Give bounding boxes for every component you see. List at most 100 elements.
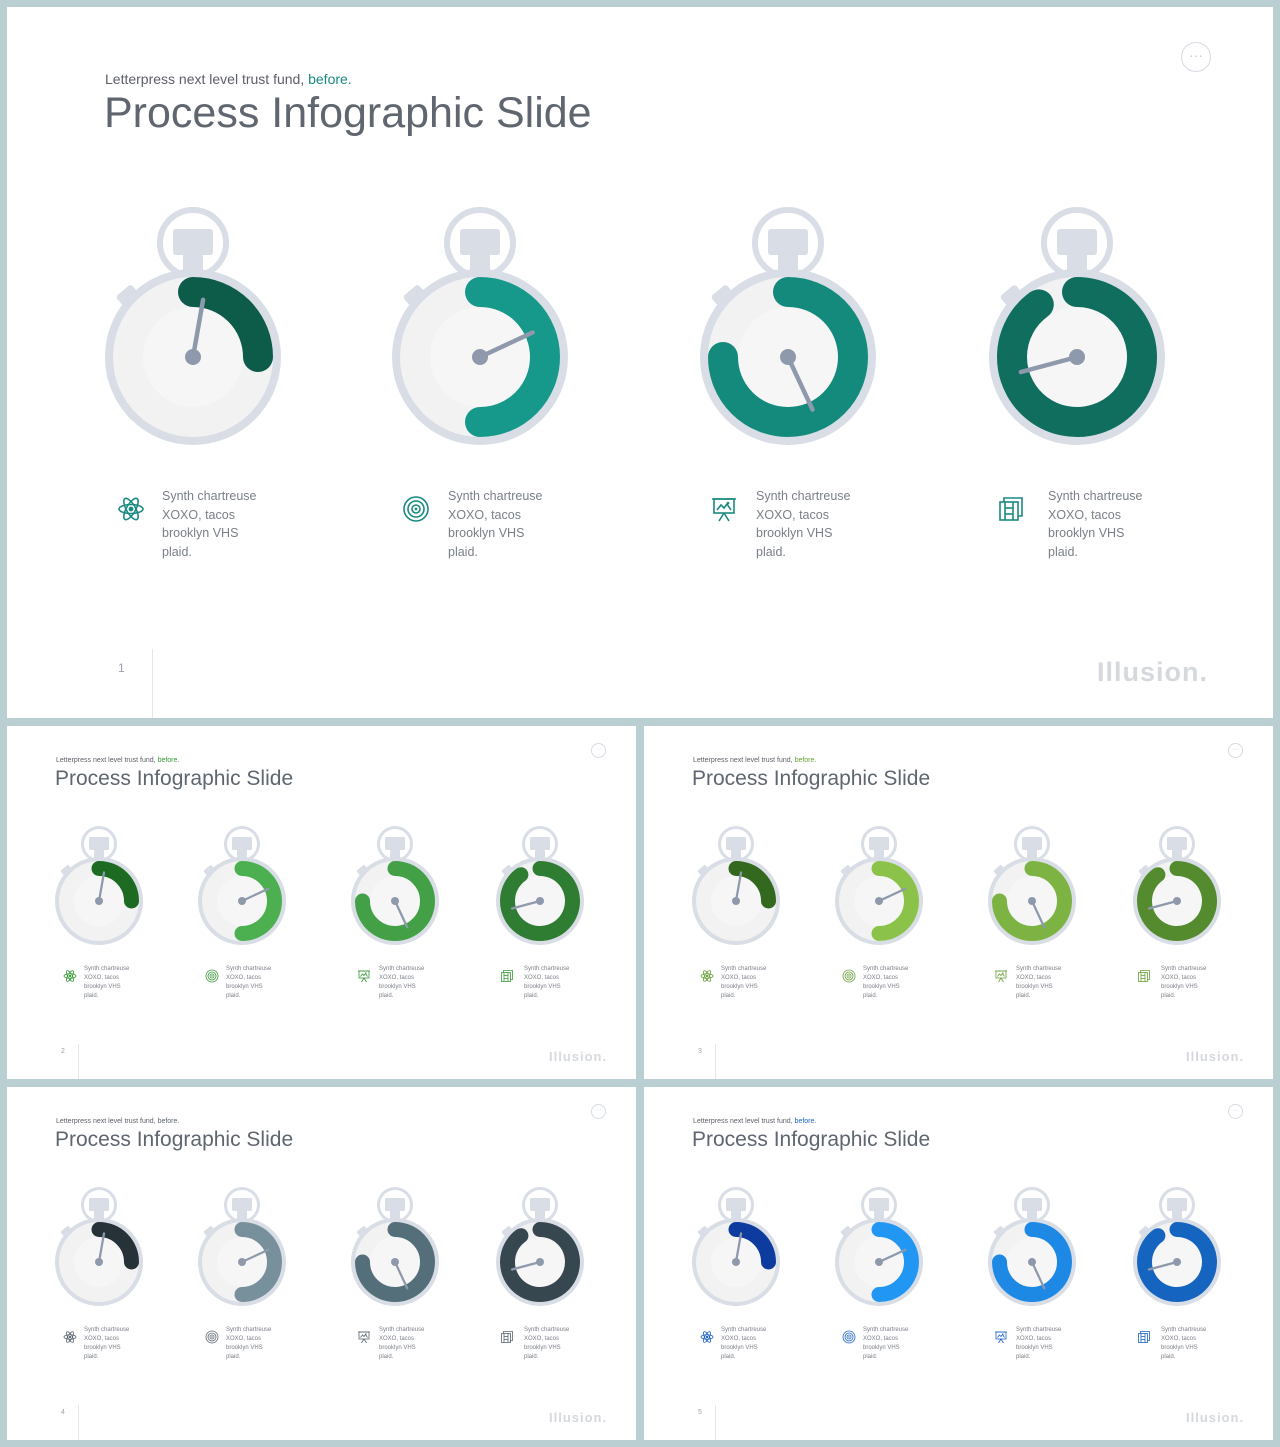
- description-line: plaid.: [863, 1354, 878, 1360]
- more-options-icon[interactable]: ···: [1228, 1104, 1243, 1119]
- description-line: plaid.: [162, 544, 192, 559]
- description-line: brooklyn VHS: [1016, 984, 1053, 990]
- stopwatch-progress: [834, 826, 924, 946]
- description-line: plaid.: [863, 993, 878, 999]
- step-description: Synth chartreuse XOXO, tacos brooklyn VHS p…: [524, 965, 569, 1001]
- stopwatch-progress: [350, 1187, 440, 1307]
- stopwatch-progress: [54, 1187, 144, 1307]
- atom-icon: [700, 969, 714, 983]
- step-description: Synth chartreuse XOXO, tacos brooklyn VHS p…: [379, 965, 424, 1001]
- more-options-icon[interactable]: ···: [1181, 42, 1211, 72]
- description-line: plaid.: [756, 544, 786, 559]
- description-line: brooklyn VHS: [162, 526, 239, 540]
- more-options-icon[interactable]: ···: [591, 743, 606, 758]
- slide-3[interactable]: Letterpress next level trust fund, befor…: [644, 726, 1273, 1079]
- slide-number: 5: [698, 1409, 702, 1416]
- description-line: XOXO, tacos: [84, 975, 120, 981]
- description-line: Synth chartreuse: [863, 1327, 909, 1333]
- description-line: Synth chartreuse: [379, 966, 425, 972]
- stopwatch-progress: [691, 826, 781, 946]
- subtitle-accent: before.: [308, 71, 352, 87]
- description-line: plaid.: [1161, 1354, 1176, 1360]
- presentation-icon: [994, 1330, 1008, 1344]
- brand-logo: Illusion.: [549, 1410, 608, 1425]
- step-description: Synth chartreuse XOXO, tacos brooklyn VHS p…: [1161, 965, 1206, 1001]
- footer-divider: [78, 1405, 79, 1440]
- subtitle-accent: before.: [794, 1118, 817, 1125]
- description-line: XOXO, tacos: [1161, 1336, 1197, 1342]
- slide-5[interactable]: Letterpress next level trust fund, befor…: [644, 1087, 1273, 1440]
- film-icon: [500, 969, 514, 983]
- description-line: Synth chartreuse: [524, 966, 570, 972]
- slide-1[interactable]: Letterpress next level trust fund, befor…: [7, 7, 1273, 718]
- slide-subtitle: Letterpress next level trust fund, befor…: [56, 757, 180, 764]
- description-line: Synth chartreuse: [84, 966, 130, 972]
- slide-subtitle: Letterpress next level trust fund, befor…: [693, 1118, 817, 1125]
- brand-logo: Illusion.: [1097, 657, 1209, 687]
- description-line: XOXO, tacos: [1016, 1336, 1052, 1342]
- description-line: brooklyn VHS: [721, 984, 758, 990]
- stopwatch-progress: [197, 826, 287, 946]
- stopwatch-progress: [987, 826, 1077, 946]
- slide-subtitle: Letterpress next level trust fund, befor…: [105, 71, 352, 87]
- slide-number: 2: [61, 1048, 65, 1055]
- more-options-icon[interactable]: ···: [1228, 743, 1243, 758]
- description-line: brooklyn VHS: [863, 984, 900, 990]
- description-line: plaid.: [84, 1354, 99, 1360]
- description-line: plaid.: [524, 1354, 539, 1360]
- brand-logo: Illusion.: [549, 1049, 608, 1064]
- description-line: plaid.: [84, 993, 99, 999]
- stopwatch-progress: [987, 1187, 1077, 1307]
- presentation-icon: [357, 1330, 371, 1344]
- step-description: Synth chartreuse XOXO, tacos brooklyn VHS p…: [721, 965, 766, 1001]
- subtitle-accent: before.: [157, 1118, 180, 1125]
- description-line: XOXO, tacos: [1048, 507, 1121, 522]
- description-line: brooklyn VHS: [1161, 1345, 1198, 1351]
- description-line: Synth chartreuse: [721, 1327, 767, 1333]
- description-line: brooklyn VHS: [84, 1345, 121, 1351]
- slide-title: Process Infographic Slide: [104, 89, 592, 137]
- slide-number: 1: [118, 661, 125, 675]
- step-description: Synth chartreuse XOXO, tacos brooklyn VHS p…: [448, 487, 543, 561]
- description-line: plaid.: [1048, 544, 1078, 559]
- target-icon: [402, 495, 430, 523]
- description-line: brooklyn VHS: [84, 984, 121, 990]
- footer-divider: [78, 1044, 79, 1079]
- stopwatch-progress: [691, 1187, 781, 1307]
- description-line: XOXO, tacos: [1161, 975, 1197, 981]
- description-line: Synth chartreuse: [756, 489, 851, 503]
- description-line: plaid.: [721, 993, 736, 999]
- stopwatch-progress: [54, 826, 144, 946]
- step-description: Synth chartreuse XOXO, tacos brooklyn VHS p…: [379, 1326, 424, 1362]
- description-line: plaid.: [721, 1354, 736, 1360]
- film-icon: [1137, 969, 1151, 983]
- description-line: Synth chartreuse: [1016, 966, 1062, 972]
- description-line: Synth chartreuse: [524, 1327, 570, 1333]
- description-line: brooklyn VHS: [379, 1345, 416, 1351]
- description-line: Synth chartreuse: [84, 1327, 130, 1333]
- description-line: plaid.: [524, 993, 539, 999]
- description-line: XOXO, tacos: [226, 975, 262, 981]
- step-description: Synth chartreuse XOXO, tacos brooklyn VHS p…: [226, 965, 271, 1001]
- description-line: Synth chartreuse: [721, 966, 767, 972]
- description-line: Synth chartreuse: [1161, 966, 1207, 972]
- presentation-icon: [710, 495, 738, 523]
- stopwatch-progress: [390, 207, 570, 447]
- description-line: XOXO, tacos: [721, 1336, 757, 1342]
- atom-icon: [700, 1330, 714, 1344]
- atom-icon: [117, 495, 145, 523]
- description-line: plaid.: [448, 544, 478, 559]
- description-line: XOXO, tacos: [379, 1336, 415, 1342]
- target-icon: [205, 969, 219, 983]
- description-line: XOXO, tacos: [379, 975, 415, 981]
- target-icon: [842, 969, 856, 983]
- description-line: brooklyn VHS: [448, 526, 525, 540]
- slide-2[interactable]: Letterpress next level trust fund, befor…: [7, 726, 636, 1079]
- stopwatch-progress: [834, 1187, 924, 1307]
- more-options-icon[interactable]: ···: [591, 1104, 606, 1119]
- target-icon: [842, 1330, 856, 1344]
- slide-4[interactable]: Letterpress next level trust fund, befor…: [7, 1087, 636, 1440]
- step-description: Synth chartreuse XOXO, tacos brooklyn VHS p…: [84, 965, 129, 1001]
- description-line: brooklyn VHS: [524, 1345, 561, 1351]
- film-icon: [997, 495, 1025, 523]
